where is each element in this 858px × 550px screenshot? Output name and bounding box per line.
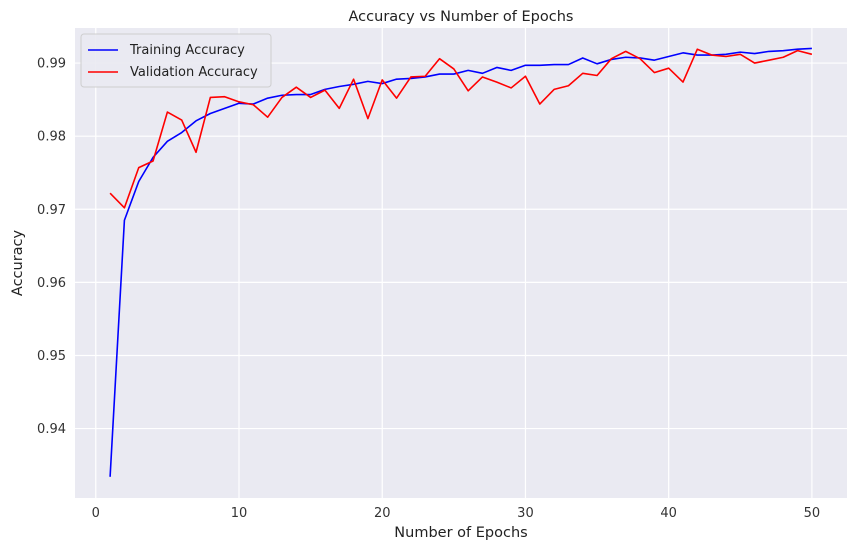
x-tick-label: 20 bbox=[374, 506, 391, 521]
x-tick-label: 50 bbox=[804, 506, 821, 521]
x-tick-label: 40 bbox=[660, 506, 677, 521]
y-tick-label: 0.97 bbox=[37, 203, 66, 218]
legend-box bbox=[80, 33, 272, 88]
legend-label-training: Training Accuracy bbox=[129, 43, 245, 58]
chart-title: Accuracy vs Number of Epochs bbox=[349, 9, 574, 25]
x-tick-label: 10 bbox=[231, 506, 248, 521]
y-tick-label: 0.98 bbox=[37, 130, 66, 145]
y-axis-label: Accuracy bbox=[10, 229, 26, 296]
legend-label-validation: Validation Accuracy bbox=[130, 65, 258, 80]
y-tick-label: 0.96 bbox=[37, 276, 66, 291]
y-tick-labels: 0.94 0.95 0.96 0.97 0.98 0.99 bbox=[37, 57, 66, 437]
x-tick-label: 30 bbox=[517, 506, 534, 521]
legend: Training Accuracy Validation Accuracy bbox=[80, 33, 272, 88]
plot-area bbox=[75, 28, 847, 498]
series-lines bbox=[109, 47, 813, 477]
x-tick-labels: 0 10 20 30 40 50 bbox=[92, 506, 821, 521]
y-tick-label: 0.95 bbox=[37, 349, 66, 364]
x-tick-label: 0 bbox=[92, 506, 100, 521]
y-tick-label: 0.99 bbox=[37, 57, 66, 72]
validation-accuracy-line bbox=[109, 48, 813, 209]
x-axis-label: Number of Epochs bbox=[394, 525, 527, 541]
y-tick-label: 0.94 bbox=[37, 422, 66, 437]
